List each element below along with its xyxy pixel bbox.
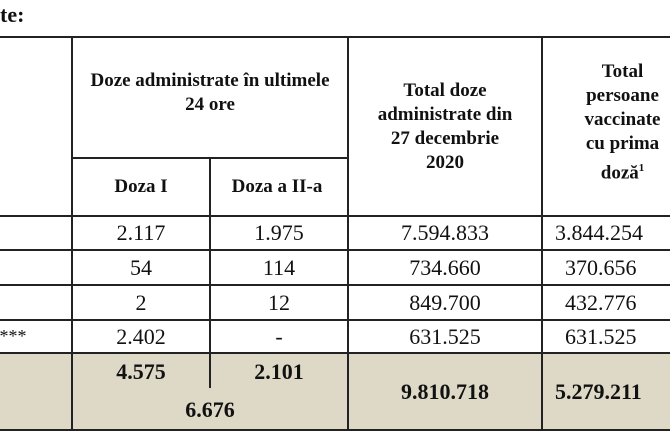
total-doses-cell: 631.525	[409, 323, 481, 349]
total-doses: 9.810.718	[401, 379, 489, 404]
header-dose-1: Doza I	[114, 176, 168, 197]
row-label: ***	[0, 326, 27, 346]
header-total-persons: Total persoane vaccinate cu prima doză1	[575, 38, 670, 215]
total-persons: 5.279.211	[555, 379, 642, 404]
total-doses-cell: 734.660	[409, 254, 481, 280]
dose2-cell: 114	[262, 254, 296, 280]
footnote-mark: 1	[638, 162, 645, 174]
dose2-cell: 12	[268, 289, 290, 315]
total-persons-cell: 3.844.254	[555, 219, 643, 245]
header-total-persons-label: Total persoane vaccinate cu prima doză	[584, 61, 661, 184]
header-doses-24h: Doze administrate în ultimele 24 ore	[90, 70, 330, 115]
row-label	[0, 251, 71, 284]
dose1-cell: 2.402	[116, 323, 166, 349]
total-dose2: 2.101	[254, 358, 304, 384]
total-persons-cell: 631.525	[565, 323, 637, 349]
dose1-cell: 2	[135, 289, 147, 315]
dose2-cell: -	[275, 323, 283, 349]
total-persons-cell: 432.776	[565, 289, 637, 315]
header-dose-2: Doza a II-a	[231, 176, 323, 197]
header-total-doses: Total doze administrate din 27 decembrie…	[377, 79, 513, 173]
dose1-cell: 2.117	[116, 219, 166, 245]
total-doses-cell: 849.700	[409, 289, 481, 315]
total-24h-sum: 6.676	[185, 397, 235, 422]
total-doses-cell: 7.594.833	[401, 219, 489, 245]
dose2-cell: 1.975	[254, 219, 304, 245]
total-row-background	[0, 353, 670, 430]
total-persons-cell: 370.656	[565, 254, 637, 280]
total-dose1: 4.575	[116, 358, 166, 384]
dose1-cell: 54	[130, 254, 152, 280]
section-heading: te:	[0, 2, 25, 27]
